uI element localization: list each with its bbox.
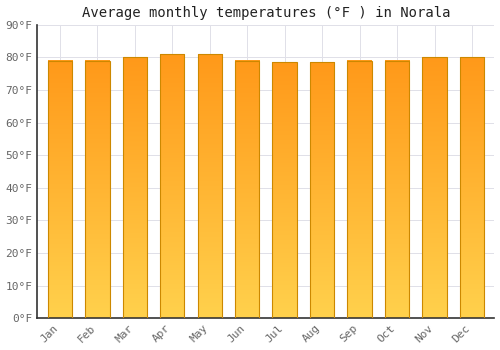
Bar [310, 62, 334, 318]
Bar [48, 61, 72, 318]
Bar [385, 61, 409, 318]
Bar [272, 62, 297, 318]
Bar [198, 54, 222, 318]
Title: Average monthly temperatures (°F ) in Norala: Average monthly temperatures (°F ) in No… [82, 6, 450, 20]
Bar [460, 57, 484, 318]
Bar [160, 54, 184, 318]
Bar [85, 61, 110, 318]
Bar [122, 57, 147, 318]
Bar [422, 57, 446, 318]
Bar [348, 61, 372, 318]
Bar [235, 61, 260, 318]
